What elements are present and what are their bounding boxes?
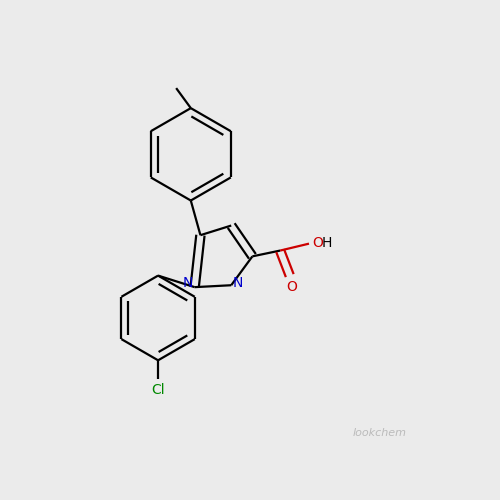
Text: H: H — [322, 236, 332, 250]
Text: N: N — [233, 276, 243, 290]
Text: lookchem: lookchem — [352, 428, 406, 438]
Text: Cl: Cl — [152, 382, 165, 396]
Text: N: N — [182, 276, 193, 290]
Text: O: O — [312, 236, 323, 250]
Text: O: O — [286, 280, 297, 294]
